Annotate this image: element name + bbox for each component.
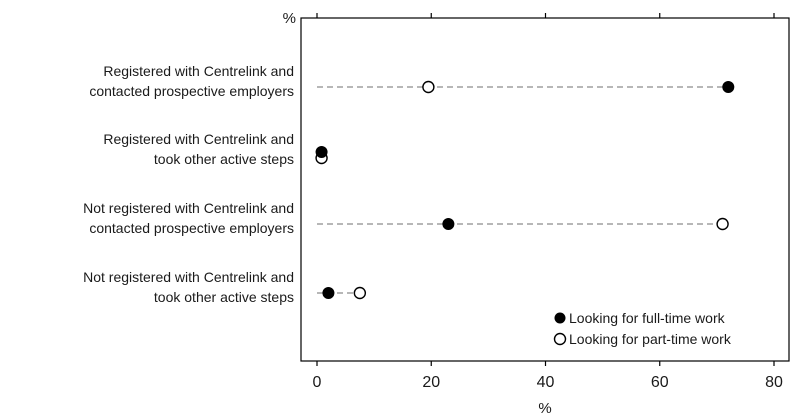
x-axis-label: % [538, 400, 551, 417]
point-part-time [716, 217, 729, 231]
category-labels: Registered with Centrelink and contacted … [83, 63, 294, 305]
category-label-line: contacted prospective employers [89, 220, 294, 236]
x-tick-label: 20 [422, 374, 440, 391]
top-unit-label: % [283, 10, 296, 27]
category-label-line: Registered with Centrelink and [103, 131, 294, 147]
category-label: Registered with Centrelink and contacted … [89, 63, 294, 99]
legend: Looking for full-time work Looking for pa… [553, 310, 732, 347]
legend-marker-full-time [554, 312, 566, 324]
category-label: Not registered with Centrelink and took o… [83, 269, 294, 305]
x-tick-label: 80 [765, 374, 783, 391]
x-tick-label: 40 [537, 374, 555, 391]
legend-label-full-time: Looking for full-time work [569, 310, 726, 326]
x-tick-label: 60 [651, 374, 669, 391]
category-label: Not registered with Centrelink and contac… [83, 200, 294, 236]
connectors [317, 86, 729, 294]
category-label-line: Not registered with Centrelink and [83, 269, 294, 285]
category-label-line: Not registered with Centrelink and [83, 200, 294, 216]
category-label-line: contacted prospective employers [89, 83, 294, 99]
point-full-time [322, 287, 335, 299]
markers [315, 80, 735, 300]
legend-marker-part-time [553, 332, 567, 346]
category-label-line: took other active steps [154, 289, 294, 305]
x-tick-label: 0 [313, 374, 322, 391]
category-label-line: Registered with Centrelink and [103, 63, 294, 79]
point-part-time [422, 80, 435, 94]
category-label: Registered with Centrelink and took other… [103, 131, 294, 167]
point-full-time [722, 81, 735, 93]
category-label-line: took other active steps [154, 151, 294, 167]
legend-label-part-time: Looking for part-time work [569, 331, 732, 347]
point-full-time [315, 146, 328, 158]
point-part-time [353, 286, 367, 300]
axes: 0 20 40 60 80%% [283, 10, 790, 417]
point-full-time [442, 218, 455, 230]
